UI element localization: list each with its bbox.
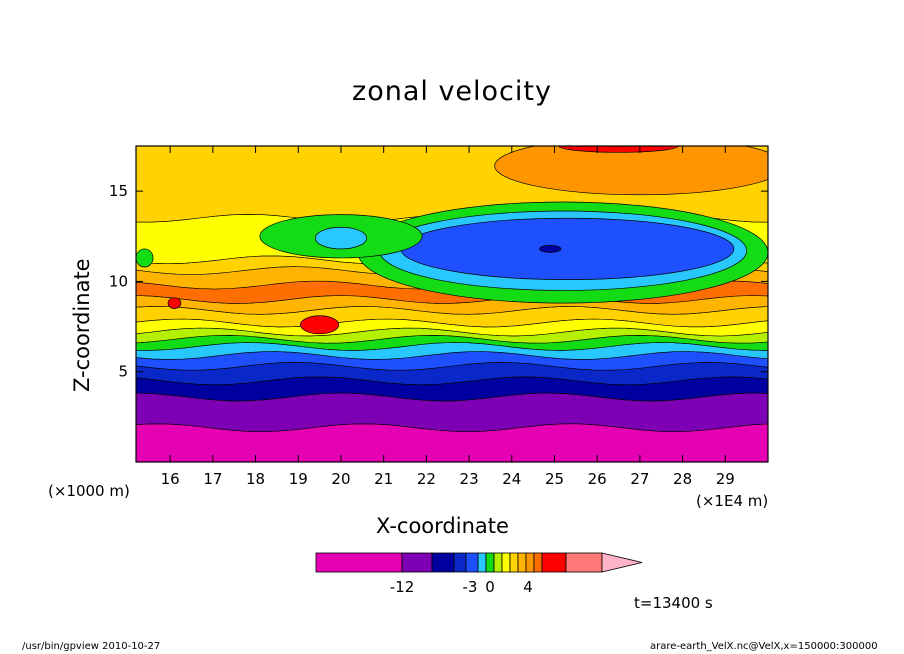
colorbar-swatch bbox=[525, 552, 535, 573]
colorbar: -12 -3 0 4 bbox=[315, 552, 643, 596]
contour-blob-5 bbox=[315, 226, 367, 250]
axis-ticks: 16 17 18 19 20 21 22 23 24 25 26 27 28 29 5 10 15 bbox=[109, 146, 768, 488]
contour-blob-7 bbox=[558, 146, 679, 153]
contour-blob-10 bbox=[136, 248, 154, 268]
x-unit-left: (×1000 m) bbox=[48, 482, 130, 500]
colorbar-swatch bbox=[565, 552, 603, 573]
colorbar-swatch bbox=[401, 552, 433, 573]
contour-blob-6 bbox=[494, 146, 768, 196]
x-tick-label: 17 bbox=[203, 470, 222, 488]
contour-blob-8 bbox=[300, 315, 340, 335]
colorbar-swatch bbox=[509, 552, 519, 573]
plot-area bbox=[136, 146, 768, 462]
x-tick-label: 27 bbox=[630, 470, 649, 488]
y-axis-label: Z-coordinate bbox=[70, 258, 94, 392]
x-tick-label: 22 bbox=[417, 470, 436, 488]
x-tick-label: 18 bbox=[246, 470, 265, 488]
colorbar-tick-label: -3 bbox=[463, 578, 478, 596]
colorbar-swatch bbox=[465, 552, 479, 573]
colorbar-tick-label: -12 bbox=[390, 578, 415, 596]
x-tick-label: 16 bbox=[161, 470, 180, 488]
colorbar-swatch bbox=[533, 552, 543, 573]
colorbar-tick-label: 0 bbox=[485, 578, 495, 596]
x-tick-label: 23 bbox=[460, 470, 479, 488]
y-tick-label: 5 bbox=[118, 363, 128, 381]
colorbar-tick-label: 4 bbox=[523, 578, 533, 596]
x-tick-label: 21 bbox=[374, 470, 393, 488]
x-tick-label: 25 bbox=[545, 470, 564, 488]
x-tick-label: 19 bbox=[289, 470, 308, 488]
colorbar-swatch bbox=[485, 552, 495, 573]
colorbar-swatch bbox=[453, 552, 467, 573]
contour-blob-3 bbox=[539, 244, 562, 253]
y-tick-label: 15 bbox=[109, 182, 128, 200]
chart-title: zonal velocity bbox=[352, 76, 552, 107]
colorbar-swatch bbox=[517, 552, 527, 573]
plot-frame bbox=[135, 145, 769, 463]
x-tick-label: 29 bbox=[716, 470, 735, 488]
x-tick-label: 28 bbox=[673, 470, 692, 488]
colorbar-swatch bbox=[431, 552, 455, 573]
footer-right: arare-earth_VelX.nc@VelX,x=150000:300000 bbox=[650, 641, 878, 652]
time-label: t=13400 s bbox=[634, 594, 713, 612]
colorbar-swatch bbox=[501, 552, 511, 573]
colorbar-swatch bbox=[541, 552, 567, 573]
contour-blob-2 bbox=[400, 217, 735, 280]
colorbar-extend-arrow bbox=[601, 552, 643, 573]
x-tick-label: 20 bbox=[331, 470, 350, 488]
contour-blob-9 bbox=[167, 297, 182, 309]
footer-left: /usr/bin/gpview 2010-10-27 bbox=[22, 641, 161, 652]
y-tick-label: 10 bbox=[109, 272, 128, 290]
x-axis-label: X-coordinate bbox=[376, 514, 509, 538]
x-tick-label: 24 bbox=[502, 470, 521, 488]
colorbar-swatch bbox=[315, 552, 403, 573]
x-unit-right: (×1E4 m) bbox=[696, 492, 769, 510]
x-tick-label: 26 bbox=[588, 470, 607, 488]
colorbar-swatch bbox=[477, 552, 487, 573]
colorbar-swatch bbox=[493, 552, 503, 573]
